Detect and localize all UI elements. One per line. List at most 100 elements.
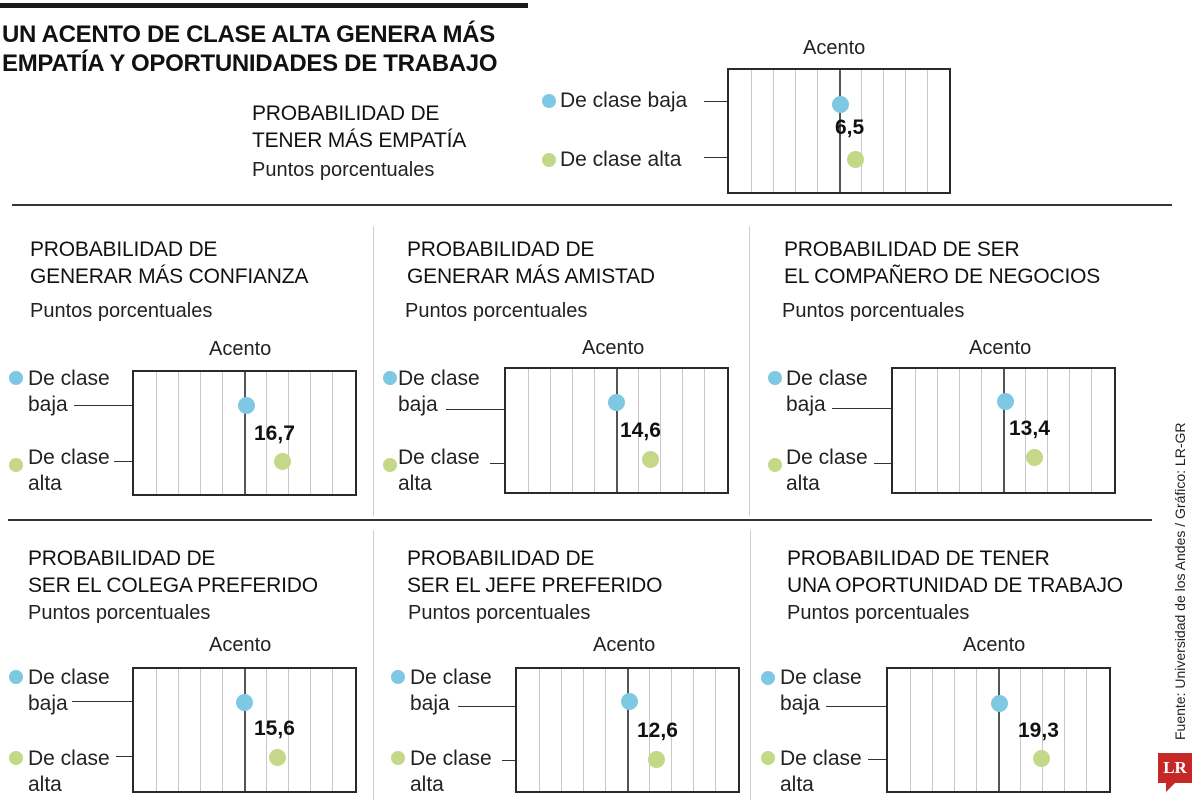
panel-title: PROBABILIDAD DE GENERAR MÁS CONFIANZA [30, 238, 309, 288]
divider-v3 [373, 530, 374, 800]
tick-baja [74, 405, 134, 406]
point-alta [269, 749, 286, 766]
legend-alta: De clase alta [410, 747, 492, 796]
title-line-1: UN ACENTO DE CLASE ALTA GENERA MÁS [2, 21, 495, 48]
panel-units: Puntos porcentuales [782, 300, 965, 322]
tick-baja [72, 701, 134, 702]
value-label: 16,7 [254, 422, 295, 445]
axis-label: Acento [593, 634, 656, 656]
plot-area: 15,6 [132, 667, 357, 793]
legend-dot-alta-icon [768, 458, 782, 472]
point-alta [648, 751, 665, 768]
value-label: 6,5 [835, 116, 865, 139]
plot-area: 19,3 [886, 667, 1111, 793]
legend-dot-alta-icon [9, 751, 23, 765]
legend-alta: De clase alta [398, 446, 480, 495]
panel-units: Puntos porcentuales [405, 300, 588, 322]
plot-area: 16,7 [132, 370, 357, 496]
value-label: 12,6 [637, 719, 678, 742]
point-alta [642, 451, 659, 468]
legend-dot-alta-icon [9, 458, 23, 472]
panel-units: Puntos porcentuales [787, 602, 970, 624]
tick-alta [874, 463, 892, 464]
legend-alta: De clase alta [780, 747, 862, 796]
axis-label: Acento [963, 634, 1026, 656]
point-alta [1033, 750, 1050, 767]
tick-alta [114, 461, 134, 462]
legend-baja: De clase baja [560, 89, 688, 112]
tick-alta [116, 756, 134, 757]
tick-baja [458, 706, 516, 707]
divider-v4 [750, 530, 751, 800]
legend-dot-alta-icon [542, 153, 556, 167]
tick-alta [868, 759, 886, 760]
divider-v1 [373, 226, 374, 516]
point-baja [238, 397, 255, 414]
tick-baja [832, 408, 892, 409]
legend-baja: De clase baja [28, 666, 110, 715]
tick-alta [490, 463, 506, 464]
legend-dot-baja-icon [9, 670, 23, 684]
value-label: 19,3 [1018, 719, 1059, 742]
panel-title: PROBABILIDAD DE SER EL JEFE PREFERIDO [407, 547, 663, 597]
legend-baja: De clase baja [780, 666, 862, 715]
panel-units: Puntos porcentuales [30, 300, 213, 322]
point-baja [832, 96, 849, 113]
plot-area: 14,6 [504, 367, 729, 494]
legend-alta: De clase alta [786, 446, 868, 495]
panel-title: PROBABILIDAD DE TENER MÁS EMPATÍA [252, 102, 467, 152]
main-title: UN ACENTO DE CLASE ALTA GENERA MÁS EMPAT… [2, 20, 497, 78]
legend-dot-baja-icon [9, 371, 23, 385]
legend-dot-baja-icon [383, 371, 397, 385]
legend-alta: De clase alta [28, 446, 110, 495]
title-line-2: EMPATÍA Y OPORTUNIDADES DE TRABAJO [2, 50, 498, 77]
legend-dot-alta-icon [761, 751, 775, 765]
axis-label: Acento [209, 634, 272, 656]
plot-area: 12,6 [515, 667, 740, 793]
source-credit: Fuente: Universidad de los Andes / Gráfi… [1172, 422, 1188, 740]
legend-dot-alta-icon [383, 458, 397, 472]
value-label: 14,6 [620, 419, 661, 442]
point-alta [1026, 449, 1043, 466]
point-baja [621, 693, 638, 710]
tick-baja [446, 409, 506, 410]
point-baja [608, 394, 625, 411]
axis-label: Acento [582, 337, 645, 359]
panel-title: PROBABILIDAD DE SER EL COLEGA PREFERIDO [28, 547, 318, 597]
panel-units: Puntos porcentuales [252, 159, 435, 181]
legend-dot-baja-icon [542, 94, 556, 108]
plot-area: 13,4 [891, 367, 1116, 494]
value-label: 15,6 [254, 717, 295, 740]
point-alta [847, 151, 864, 168]
legend-dot-alta-icon [391, 751, 405, 765]
point-baja [236, 694, 253, 711]
tick-baja [826, 706, 886, 707]
legend-alta: De clase alta [28, 747, 110, 796]
legend-baja: De clase baja [28, 367, 110, 416]
legend-dot-baja-icon [761, 671, 775, 685]
tick-alta [704, 157, 728, 158]
divider-v2 [749, 226, 750, 516]
axis-label: Acento [209, 338, 272, 360]
panel-title: PROBABILIDAD DE SER EL COMPAÑERO DE NEGOC… [784, 238, 1101, 288]
point-baja [997, 393, 1014, 410]
legend-baja: De clase baja [410, 666, 492, 715]
panel-title: PROBABILIDAD DE TENER UNA OPORTUNIDAD DE … [787, 547, 1123, 597]
lr-logo-tail [1166, 783, 1175, 792]
divider-top [12, 204, 1172, 206]
panel-units: Puntos porcentuales [408, 602, 591, 624]
tick-alta [502, 760, 516, 761]
legend-dot-baja-icon [768, 371, 782, 385]
point-alta [274, 453, 291, 470]
legend-baja: De clase baja [398, 367, 480, 416]
value-label: 13,4 [1009, 417, 1050, 440]
plot-area: 6,5 [727, 68, 951, 194]
axis-label: Acento [969, 337, 1032, 359]
legend-dot-baja-icon [391, 670, 405, 684]
top-rule [0, 3, 528, 8]
divider-middle [8, 519, 1152, 521]
panel-title: PROBABILIDAD DE GENERAR MÁS AMISTAD [407, 238, 655, 288]
legend-alta: De clase alta [560, 148, 682, 171]
lr-logo-icon: LR [1158, 753, 1192, 783]
axis-label: Acento [803, 37, 866, 59]
